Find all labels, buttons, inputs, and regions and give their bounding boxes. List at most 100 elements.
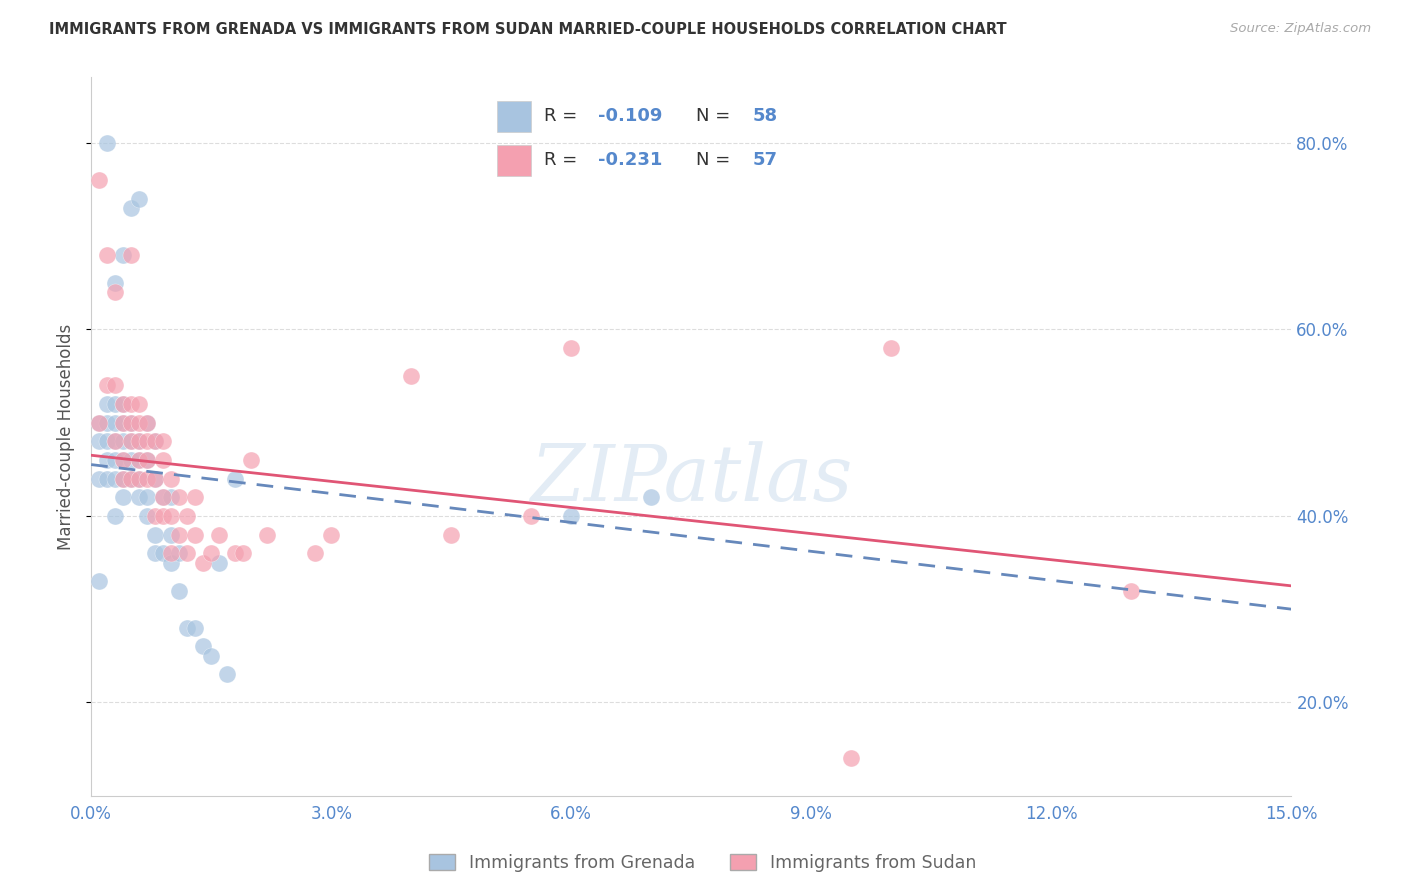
Point (128, 192, 150, 206)
Point (104, 472, 127, 486)
Point (112, 472, 135, 486)
Point (96, 248, 118, 262)
Point (176, 546, 198, 560)
Point (143, 546, 166, 560)
Point (841, 751, 863, 765)
Point (208, 527, 231, 541)
Point (128, 434, 150, 449)
Point (128, 472, 150, 486)
Point (112, 397, 135, 411)
Point (304, 546, 326, 560)
Point (136, 453, 159, 467)
Point (120, 416, 142, 430)
Point (560, 341, 582, 355)
Point (160, 490, 183, 504)
Point (167, 546, 190, 560)
Point (208, 556, 231, 570)
Point (520, 508, 543, 523)
Y-axis label: Married-couple Households: Married-couple Households (58, 324, 75, 549)
Point (128, 472, 150, 486)
Point (321, 527, 343, 541)
Point (160, 527, 183, 541)
Point (128, 434, 150, 449)
Point (143, 472, 166, 486)
Point (167, 583, 190, 598)
Point (96, 434, 118, 449)
Point (96, 472, 118, 486)
Point (256, 527, 278, 541)
Point (184, 621, 207, 635)
Point (96, 136, 118, 150)
Point (104, 434, 127, 449)
Point (224, 546, 246, 560)
Point (399, 368, 422, 383)
Point (112, 397, 135, 411)
Point (104, 416, 127, 430)
Point (89, 416, 111, 430)
Point (152, 546, 174, 560)
Point (152, 490, 174, 504)
Point (152, 508, 174, 523)
Point (96, 453, 118, 467)
Point (176, 508, 198, 523)
Point (136, 508, 159, 523)
Point (120, 201, 142, 215)
Point (160, 508, 183, 523)
Point (128, 453, 150, 467)
Point (89, 434, 111, 449)
Point (120, 472, 142, 486)
Point (112, 416, 135, 430)
Point (89, 416, 111, 430)
Point (152, 453, 174, 467)
Point (89, 574, 111, 589)
Point (160, 546, 183, 560)
Text: IMMIGRANTS FROM GRENADA VS IMMIGRANTS FROM SUDAN MARRIED-COUPLE HOUSEHOLDS CORRE: IMMIGRANTS FROM GRENADA VS IMMIGRANTS FR… (49, 22, 1007, 37)
Point (152, 434, 174, 449)
Point (104, 276, 127, 290)
Point (120, 434, 142, 449)
Point (136, 416, 159, 430)
Point (128, 397, 150, 411)
Point (143, 434, 166, 449)
Point (184, 527, 207, 541)
Point (200, 546, 222, 560)
Point (193, 556, 215, 570)
Point (560, 508, 582, 523)
Point (143, 434, 166, 449)
Point (200, 648, 222, 663)
Point (193, 640, 215, 654)
Point (104, 378, 127, 392)
Point (112, 472, 135, 486)
Point (112, 434, 135, 449)
Point (143, 508, 166, 523)
Point (104, 285, 127, 299)
Point (136, 434, 159, 449)
Point (89, 173, 111, 187)
Point (143, 527, 166, 541)
Point (96, 416, 118, 430)
Point (232, 546, 254, 560)
Point (224, 472, 246, 486)
Point (96, 397, 118, 411)
Point (128, 416, 150, 430)
Point (143, 472, 166, 486)
Point (112, 248, 135, 262)
Point (112, 490, 135, 504)
Point (184, 490, 207, 504)
Point (160, 556, 183, 570)
Text: ZIPatlas: ZIPatlas (530, 442, 852, 518)
Point (167, 490, 190, 504)
Point (104, 434, 127, 449)
Point (217, 667, 239, 681)
Point (112, 416, 135, 430)
Point (1121, 583, 1143, 598)
Point (136, 453, 159, 467)
Point (128, 490, 150, 504)
Point (880, 341, 903, 355)
Point (240, 453, 263, 467)
Point (640, 490, 662, 504)
Point (112, 453, 135, 467)
Point (176, 621, 198, 635)
Point (136, 472, 159, 486)
Point (152, 490, 174, 504)
